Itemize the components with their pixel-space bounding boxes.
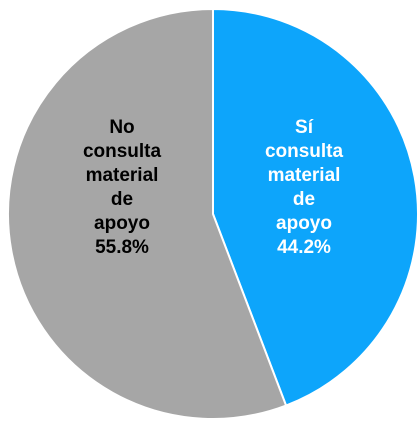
pie-slices [7, 7, 419, 420]
slice-label-line: de [111, 189, 133, 210]
slice-label-line: consulta [83, 141, 162, 162]
slice-label-1: No consulta material de apoyo 55.8% [83, 117, 162, 258]
pie-labels: Sí consulta material de apoyo 44.2% No consulta… [83, 117, 344, 258]
slice-value-label: 55.8% [95, 237, 149, 258]
pie-slice-0 [212, 7, 419, 407]
slice-value-label: 44.2% [277, 237, 331, 258]
slice-label-line: Sí [295, 117, 314, 138]
slice-label-line: material [268, 165, 341, 186]
slice-label-line: consulta [265, 141, 344, 162]
pie-slice-1 [7, 7, 288, 420]
slice-label-line: de [293, 189, 315, 210]
slice-label-0: Sí consulta material de apoyo 44.2% [265, 117, 344, 258]
slice-label-line: apoyo [94, 213, 150, 234]
slice-label-line: apoyo [276, 213, 332, 234]
slice-label-line: material [86, 165, 159, 186]
slice-label-line: No [109, 117, 134, 138]
